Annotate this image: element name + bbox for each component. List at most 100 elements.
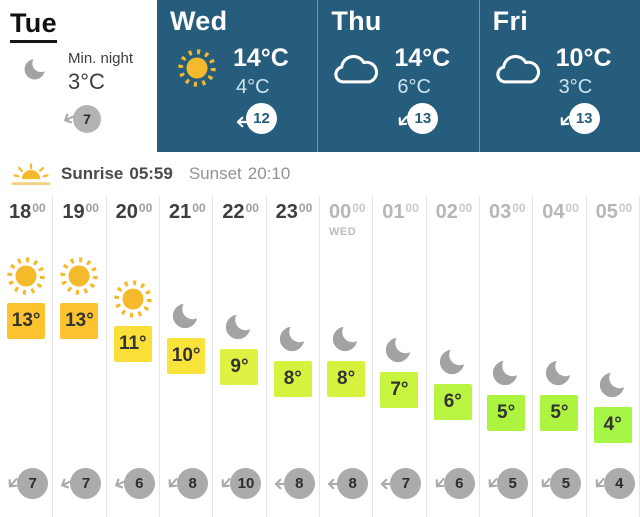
temperature-box: 9° [220,349,259,385]
temperature-box: 10° [167,337,206,374]
sunrise-icon [10,161,52,188]
wind-indicator: 8 [320,459,372,517]
temperature-value: 8° [337,367,356,389]
tab-day-tue[interactable]: Tue Min. night 3°C 7 [0,0,157,152]
day-label: Wed [170,6,228,36]
hourly-column: 1800 13° 7 [0,196,54,517]
time-label: 0200 [435,201,473,223]
tab-day-wed[interactable]: Wed 14°C 4°C 12 [157,0,318,152]
hourly-strip: 1800 13° 7 1900 13° 7 20 [0,196,640,517]
wind-arrow-icon [324,476,340,492]
temperature-value: 11° [118,333,147,354]
wind-speed: 4 [603,468,635,499]
hourly-column: 2000 11° 6 [107,196,160,517]
hourly-column: 1900 13° 7 [53,196,107,517]
hourly-column: 0200 6° 6 [427,196,480,517]
wind-speed: 8 [337,468,369,499]
wind-arrow-icon [534,473,557,496]
wind-arrow-icon [161,473,184,496]
temperature-value: 10° [171,344,201,366]
wind-arrow-icon [391,110,414,133]
wind-indicator: 7 [0,459,52,517]
moon-icon [171,300,201,330]
sunrise-time: 05:59 [129,164,173,183]
hourly-column: 2300 8° 8 [267,196,320,517]
wind-speed: 7 [17,468,49,499]
wind-indicator: 5 [480,459,532,517]
moon-icon [438,346,468,376]
day-label: Thu [331,6,382,36]
wind-speed: 7 [390,468,422,499]
sun-times-row: Sunrise 05:59 Sunset 20:10 [0,152,640,196]
max-temp: 14°C [394,44,451,72]
max-temp: 10°C [555,44,612,72]
temperature-box: 13° [60,303,99,339]
tab-day-thu[interactable]: Thu 14°C 6°C 13 [317,0,479,152]
day-label: Fri [492,6,529,36]
next-day-label: WED [328,226,357,238]
cloud-icon [492,53,546,88]
time-label: 0300 [488,201,526,223]
wind-indicator: 5 [533,459,585,517]
wind-arrow-icon [552,110,575,133]
wind-arrow-icon [214,473,237,496]
wind-arrow-icon [587,473,610,496]
wind-indicator: 4 [587,459,639,517]
wind-arrow-icon [427,473,450,496]
time-label: 0100 [382,201,419,223]
wind-speed: 6 [443,468,475,499]
wind-indicator: 8 [267,459,319,517]
max-temp: 14°C [233,44,289,72]
wind-indicator: 12 [233,103,277,134]
time-label: 0000 WED [320,196,372,244]
hourly-column: 0000 WED 8° 8 [320,196,374,517]
tab-day-fri[interactable]: Fri 10°C 3°C 13 [478,0,640,152]
sun-icon [110,276,156,322]
temperature-box: 4° [593,406,632,443]
wind-speed: 6 [123,468,155,499]
temperature-value: 13° [11,310,41,331]
wind-indicator: 13 [556,103,600,134]
wind-arrow-icon [108,473,129,494]
wind-arrow-icon [55,473,76,494]
sunrise-label: Sunrise [61,164,124,183]
moon-icon [23,56,48,81]
hourly-column: 0400 5° 5 [533,196,587,517]
temperature-box: 8° [327,360,366,397]
temperature-value: 4° [603,413,622,435]
sunset-time: 20:10 [247,164,291,183]
sun-icon [174,45,220,91]
wind-arrow-icon [377,476,394,492]
wind-indicator: 8 [160,459,212,517]
day-label: Tue [10,8,57,43]
temperature-box: 8° [273,360,312,397]
moon-icon [224,311,254,341]
wind-arrow-icon [1,473,24,496]
wind-indicator: 7 [60,105,101,133]
wind-arrow-icon [57,108,78,129]
temperature-value: 5° [550,402,569,423]
hourly-column: 0300 5° 5 [480,196,534,517]
wind-indicator: 10 [213,459,265,517]
time-label: 1900 [62,201,99,223]
temperature-value: 7° [390,379,409,400]
wind-arrow-icon [481,473,504,496]
wind-arrow-icon [271,476,287,492]
wind-speed: 7 [73,105,101,133]
temperature-box: 5° [487,395,526,431]
wind-indicator: 6 [107,459,159,517]
moon-icon [598,369,628,399]
wind-speed: 8 [177,468,209,499]
sunset-label: Sunset [188,164,242,183]
hourly-column: 0100 7° 7 [373,196,427,517]
wind-speed: 8 [283,468,315,499]
wind-indicator: 13 [391,103,439,134]
temperature-value: 9° [230,356,249,377]
wind-speed: 7 [70,468,102,499]
sun-icon [56,253,102,299]
wind-speed: 10 [230,468,262,499]
time-label: 0400 [542,201,579,223]
temperature-box: 5° [540,395,579,431]
min-temp: 3°C [558,76,593,98]
moon-icon [491,357,521,387]
